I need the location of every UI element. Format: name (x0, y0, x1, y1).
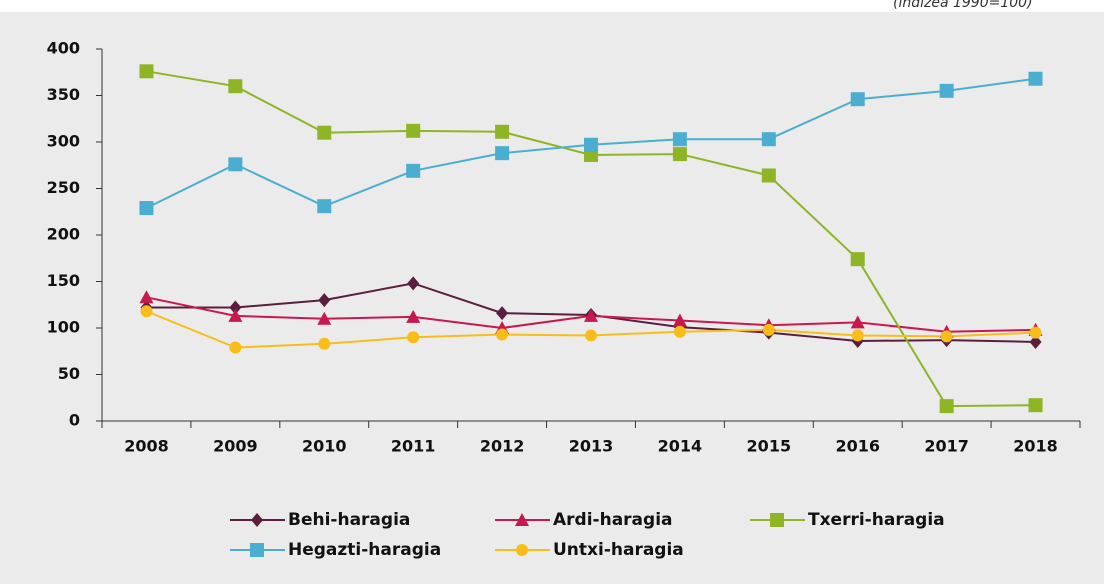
y-tick-label: 200 (47, 225, 80, 244)
y-tick-label: 250 (47, 178, 80, 197)
legend-label: Txerri-haragia (808, 510, 945, 530)
y-tick-label: 0 (69, 411, 80, 430)
legend-label: Hegazti-haragia (288, 540, 441, 560)
marker (318, 293, 331, 308)
marker (229, 300, 242, 315)
y-tick-label: 100 (47, 318, 80, 337)
marker (406, 163, 421, 178)
marker (672, 313, 687, 327)
x-tick-label: 2018 (1013, 437, 1058, 456)
legend-marker (250, 543, 264, 557)
x-tick-label: 2010 (302, 437, 347, 456)
y-tick-label: 50 (58, 364, 80, 383)
marker (317, 311, 332, 325)
marker (228, 157, 243, 172)
marker (939, 83, 954, 98)
marker (673, 325, 686, 338)
marker (496, 328, 509, 341)
x-tick-label: 2015 (747, 437, 792, 456)
marker (850, 252, 865, 267)
marker (939, 399, 954, 414)
legend-label: Behi-haragia (288, 510, 410, 530)
marker (1028, 398, 1043, 413)
marker (407, 331, 420, 344)
marker (139, 201, 154, 216)
marker (850, 315, 865, 329)
marker (317, 199, 332, 214)
marker (672, 132, 687, 147)
marker (940, 330, 953, 343)
marker (229, 341, 242, 354)
marker (584, 137, 598, 152)
marker (139, 290, 154, 304)
y-tick-label: 300 (47, 132, 80, 151)
marker (851, 329, 864, 342)
marker (406, 123, 421, 138)
y-tick-label: 400 (47, 39, 80, 58)
marker (495, 124, 510, 139)
marker (1029, 334, 1042, 349)
marker (850, 92, 865, 107)
legend-marker (515, 513, 529, 526)
marker (228, 79, 243, 94)
x-tick-label: 2014 (658, 437, 703, 456)
marker (139, 64, 154, 79)
marker (1028, 71, 1043, 86)
x-tick-label: 2016 (835, 437, 880, 456)
legend-label: Ardi-haragia (553, 510, 673, 530)
marker (228, 308, 243, 322)
x-tick-label: 2011 (391, 437, 436, 456)
y-tick-label: 150 (47, 271, 80, 290)
marker (496, 306, 509, 321)
x-tick-label: 2008 (124, 437, 169, 456)
legend-marker (516, 544, 528, 556)
marker (762, 323, 775, 336)
x-tick-label: 2013 (569, 437, 614, 456)
marker (406, 309, 421, 323)
y-tick-label: 350 (47, 85, 80, 104)
marker (140, 305, 153, 318)
marker (495, 146, 510, 161)
marker (1029, 326, 1042, 339)
x-tick-label: 2012 (480, 437, 525, 456)
legend-marker (770, 513, 784, 527)
marker (584, 308, 598, 322)
legend-marker (251, 513, 263, 527)
note: (indizea 1990=100) (893, 0, 1033, 11)
background (0, 12, 1104, 584)
marker (317, 125, 332, 140)
x-tick-label: 2017 (924, 437, 969, 456)
legend-label: Untxi-haragia (553, 540, 684, 560)
marker (585, 329, 597, 342)
marker (318, 337, 331, 350)
marker (407, 276, 420, 291)
marker (672, 147, 687, 162)
marker (761, 132, 776, 147)
x-tick-label: 2009 (213, 437, 258, 456)
marker (761, 168, 776, 183)
